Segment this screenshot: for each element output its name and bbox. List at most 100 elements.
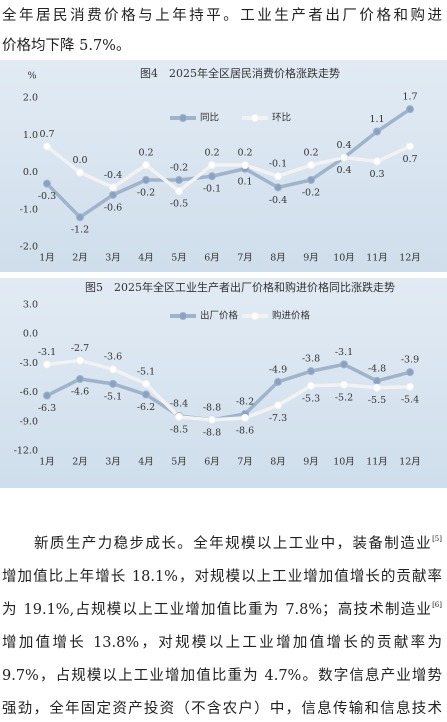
data-point — [307, 381, 315, 390]
data-label: -8.8 — [203, 402, 221, 413]
data-label: -5.2 — [335, 392, 353, 403]
x-tick-label: 6月 — [204, 253, 220, 264]
text-line: 强劲，全年固定资产投资（不含农户）中，信息传输和信息技术 — [2, 697, 442, 718]
data-point — [406, 382, 414, 391]
data-point — [208, 415, 216, 424]
text-line: 全年居民消费价格与上年持平。工业生产者出厂价格和购进 — [2, 8, 442, 24]
data-point — [340, 380, 348, 389]
y-tick-label: 0.0 — [23, 167, 38, 178]
data-label: -0.1 — [269, 159, 287, 170]
data-point — [142, 390, 150, 399]
text-line: 价格均下降 5.7%。 — [2, 38, 131, 54]
data-label: -5.3 — [302, 393, 320, 404]
data-label: -5.4 — [401, 394, 419, 405]
data-label: -4.6 — [71, 386, 89, 397]
x-tick-label: 10月 — [333, 253, 355, 264]
series-line — [45, 107, 411, 220]
data-point — [340, 153, 348, 162]
data-label: 1.1 — [369, 114, 384, 125]
data-label: 0.7 — [402, 154, 417, 165]
data-label: 0.2 — [138, 148, 153, 159]
legend-marker — [179, 312, 187, 320]
data-point — [142, 379, 150, 388]
y-tick-label: -1.0 — [20, 204, 38, 215]
text-line: 新质生产力稳步成长。全年规模以上工业中，装备制造业[5] — [34, 532, 442, 553]
x-tick-label: 8月 — [270, 457, 286, 468]
series-line — [46, 358, 411, 422]
y-tick-label: 0.0 — [23, 329, 38, 340]
x-tick-label: 11月 — [366, 253, 388, 264]
data-label: 0.7 — [39, 129, 54, 140]
x-tick-label: 2月 — [72, 457, 88, 468]
data-label: 1.7 — [402, 92, 417, 103]
data-point — [274, 377, 282, 386]
data-point — [76, 168, 84, 177]
footnote-ref: [6] — [432, 601, 442, 609]
data-point — [43, 360, 51, 369]
text: 增加值增长 13.8%，对规模以上工业增加值增长的贡献率为 — [2, 635, 442, 651]
data-point — [142, 161, 150, 170]
text: 为 19.1%,占规模以上工业增加值比重为 7.8%；高技术制造业 — [2, 602, 433, 618]
data-label: 0.2 — [237, 148, 252, 159]
data-label: -0.4 — [104, 170, 122, 181]
data-label: -8.5 — [170, 424, 188, 435]
footnote-ref: [5] — [432, 535, 442, 543]
x-tick-label: 3月 — [105, 253, 121, 264]
data-label: -5.5 — [368, 395, 386, 406]
data-point — [43, 391, 51, 400]
data-label: 0.2 — [204, 148, 219, 159]
data-point — [274, 401, 282, 410]
text-line: 增加值增长 13.8%，对规模以上工业增加值增长的贡献率为 — [2, 631, 442, 652]
data-point — [373, 157, 381, 166]
x-tick-label: 7月 — [237, 253, 253, 264]
x-tick-label: 1月 — [39, 253, 55, 264]
data-label: -3.8 — [302, 354, 320, 365]
x-tick-label: 4月 — [138, 253, 154, 264]
data-point — [76, 213, 84, 222]
data-label: -3.1 — [38, 347, 56, 358]
text: 强劲，全年固定资产投资（不含农户）中，信息传输和信息技术 — [2, 701, 442, 717]
data-label: -0.3 — [38, 191, 56, 202]
data-label: -0.4 — [269, 195, 287, 206]
y-tick-label: -9.0 — [20, 416, 38, 427]
data-point — [373, 376, 381, 385]
chart-title: 图4 2025年全区居民消费价格涨跌走势 — [140, 66, 340, 80]
data-label: -2.7 — [71, 343, 89, 354]
data-label: 0.4 — [336, 165, 351, 176]
data-label: -0.5 — [170, 199, 188, 210]
data-point — [373, 383, 381, 392]
data-label: 0.4 — [336, 140, 351, 151]
x-tick-label: 6月 — [204, 457, 220, 468]
data-point — [208, 172, 216, 181]
data-point — [241, 413, 249, 422]
x-tick-label: 2月 — [72, 253, 88, 264]
x-tick-label: 9月 — [303, 253, 319, 264]
x-tick-label: 1月 — [39, 457, 55, 468]
data-point — [406, 368, 414, 377]
data-label: -5.1 — [137, 366, 155, 377]
x-tick-label: 11月 — [366, 457, 388, 468]
series-line — [46, 362, 411, 422]
data-label: -6.2 — [137, 402, 155, 413]
x-tick-label: 9月 — [303, 457, 319, 468]
data-point — [142, 175, 150, 184]
y-tick-label: -6.0 — [20, 387, 38, 398]
x-tick-label: 12月 — [399, 457, 421, 468]
data-point — [208, 161, 216, 170]
data-point — [307, 161, 315, 170]
data-point — [274, 183, 282, 192]
data-label: -8.4 — [170, 398, 188, 409]
x-tick-label: 8月 — [270, 253, 286, 264]
data-label: 0.2 — [303, 148, 318, 159]
data-point — [109, 190, 117, 199]
data-label: -8.2 — [236, 397, 254, 408]
text: 9.7%，占规模以上工业增加值比重为 4.7%。数字信息产业增势 — [2, 668, 442, 684]
text-line: 为 19.1%,占规模以上工业增加值比重为 7.8%；高技术制造业[6] — [2, 598, 442, 619]
data-point — [307, 175, 315, 184]
data-label: -0.2 — [302, 187, 320, 198]
y-tick-label: -12.0 — [14, 446, 38, 457]
data-label: 0.1 — [237, 176, 252, 187]
data-point — [175, 187, 183, 196]
data-label: -4.8 — [368, 363, 386, 374]
data-point — [274, 172, 282, 181]
